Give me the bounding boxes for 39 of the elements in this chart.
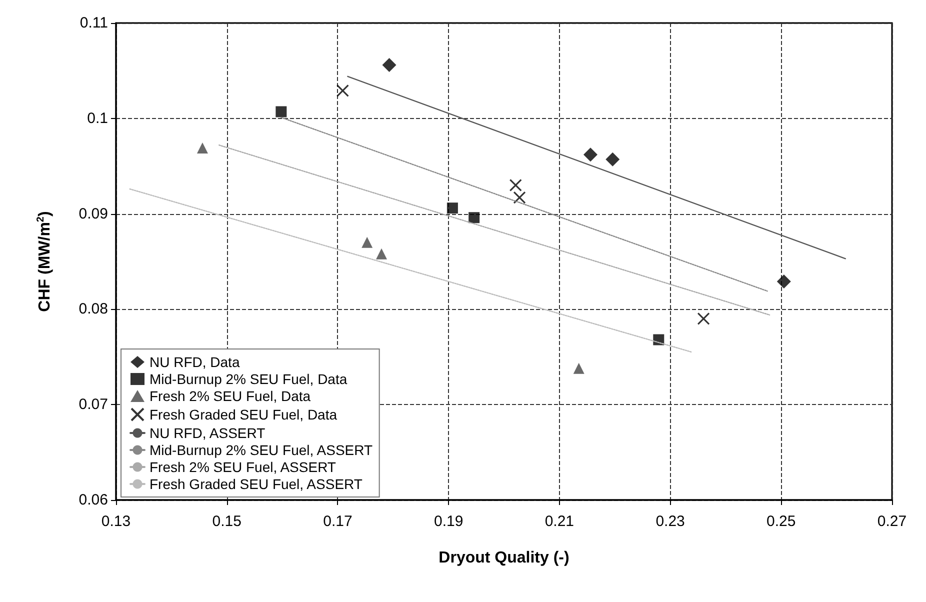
x-tick-label: 0.13 (101, 513, 131, 530)
y-tick-label: 0.08 (78, 300, 108, 318)
point (446, 202, 458, 214)
point (468, 212, 480, 224)
y-axis-title: CHF (MW/m2) (36, 211, 54, 312)
point (336, 84, 350, 98)
y-tick-label: 0.07 (78, 396, 108, 414)
legend-label: Mid-Burnup 2% SEU Fuel, Data (150, 371, 348, 387)
point (276, 106, 287, 118)
point (583, 148, 598, 162)
point (513, 191, 526, 204)
point (606, 152, 620, 166)
y-tick-label: 0.09 (78, 205, 108, 222)
legend-label: Fresh 2% SEU Fuel, Data (150, 388, 311, 404)
x-axis-title: Dryout Quality (-) (438, 550, 570, 566)
legend-label: Fresh Graded SEU Fuel, Data (150, 406, 338, 422)
legend-label: Mid-Burnup 2% SEU Fuel, ASSERT (150, 442, 374, 458)
legend-label: Fresh 2% SEU Fuel, ASSERT (150, 459, 336, 475)
x-tick-label: 0.23 (656, 513, 685, 530)
x-tick-label: 0.17 (323, 513, 352, 530)
point (382, 58, 396, 72)
point (196, 142, 208, 154)
legend-label: Fresh Graded SEU Fuel, ASSERT (150, 476, 363, 492)
legend-label: NU RFD, ASSERT (150, 425, 266, 441)
x-tick-label: 0.15 (212, 513, 242, 530)
point (509, 178, 522, 192)
point (362, 236, 373, 248)
x-tick-label: 0.27 (877, 513, 907, 530)
y-tick-label: 0.1 (87, 110, 108, 127)
x-tick-label: 0.19 (434, 513, 464, 530)
y-tick-label: 0.06 (78, 492, 108, 508)
point (376, 248, 388, 260)
x-tick-label: 0.25 (766, 513, 796, 530)
point (697, 312, 710, 326)
point (573, 362, 584, 374)
x-tick-label: 0.21 (544, 513, 574, 530)
legend-label: NU RFD, Data (150, 354, 240, 370)
y-tick-label: 0.11 (80, 14, 108, 32)
point (776, 274, 791, 289)
